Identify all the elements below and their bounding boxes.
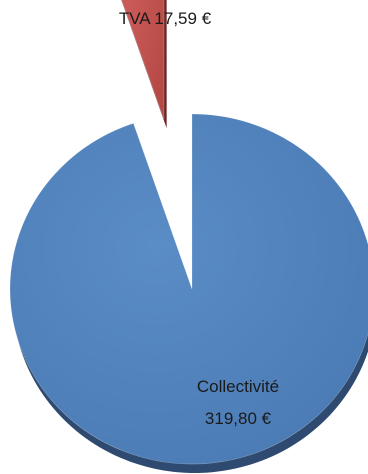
tva-label: TVA 17,59 € <box>119 9 212 28</box>
pie-slice-layer <box>9 0 368 465</box>
pie-slice-tva <box>121 0 165 120</box>
collectivite-label-value: 319,80 € <box>205 409 272 428</box>
pie-slice-collectivite <box>9 113 368 465</box>
collectivite-label-name: Collectivité <box>197 377 279 396</box>
